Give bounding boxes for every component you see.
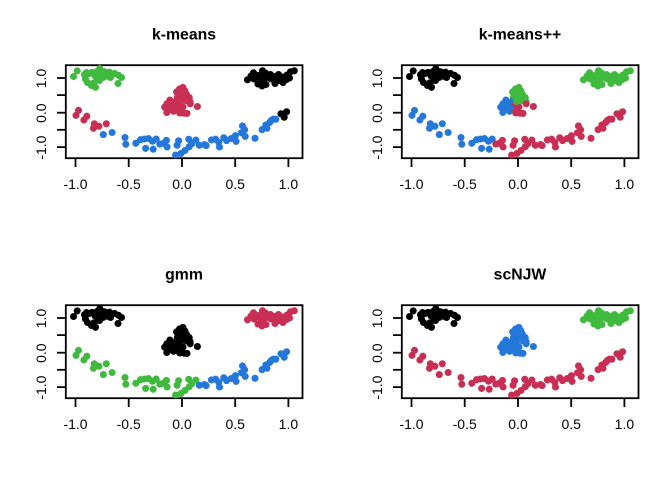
svg-text:1.0: 1.0 <box>369 69 385 89</box>
svg-text:1.0: 1.0 <box>615 176 635 192</box>
svg-text:1.0: 1.0 <box>279 416 299 432</box>
svg-text:1.0: 1.0 <box>369 309 385 329</box>
svg-text:-1.0: -1.0 <box>399 176 423 192</box>
svg-text:-1.0: -1.0 <box>369 135 385 159</box>
svg-text:-1.0: -1.0 <box>63 416 87 432</box>
svg-text:0.0: 0.0 <box>369 343 385 363</box>
svg-text:-1.0: -1.0 <box>33 375 49 399</box>
svg-text:gmm: gmm <box>165 267 203 284</box>
svg-text:-0.5: -0.5 <box>453 176 477 192</box>
svg-text:0.0: 0.0 <box>369 103 385 123</box>
svg-text:0.5: 0.5 <box>561 416 581 432</box>
svg-text:0.0: 0.0 <box>508 416 528 432</box>
svg-text:k-means++: k-means++ <box>479 27 562 44</box>
svg-text:-1.0: -1.0 <box>33 135 49 159</box>
svg-text:k-means: k-means <box>152 27 216 44</box>
svg-text:-0.5: -0.5 <box>117 416 141 432</box>
svg-text:-1.0: -1.0 <box>63 176 87 192</box>
svg-text:-1.0: -1.0 <box>369 375 385 399</box>
svg-text:0.5: 0.5 <box>225 416 245 432</box>
svg-text:0.5: 0.5 <box>561 176 581 192</box>
svg-text:scNJW: scNJW <box>494 267 547 284</box>
svg-text:0.0: 0.0 <box>508 176 528 192</box>
svg-text:-0.5: -0.5 <box>117 176 141 192</box>
svg-text:1.0: 1.0 <box>615 416 635 432</box>
svg-text:0.0: 0.0 <box>172 176 192 192</box>
svg-text:-1.0: -1.0 <box>399 416 423 432</box>
svg-text:1.0: 1.0 <box>33 309 49 329</box>
svg-text:0.0: 0.0 <box>172 416 192 432</box>
svg-text:0.0: 0.0 <box>33 103 49 123</box>
svg-text:0.0: 0.0 <box>33 343 49 363</box>
svg-text:0.5: 0.5 <box>225 176 245 192</box>
svg-text:-0.5: -0.5 <box>453 416 477 432</box>
svg-text:1.0: 1.0 <box>279 176 299 192</box>
svg-text:1.0: 1.0 <box>33 69 49 89</box>
